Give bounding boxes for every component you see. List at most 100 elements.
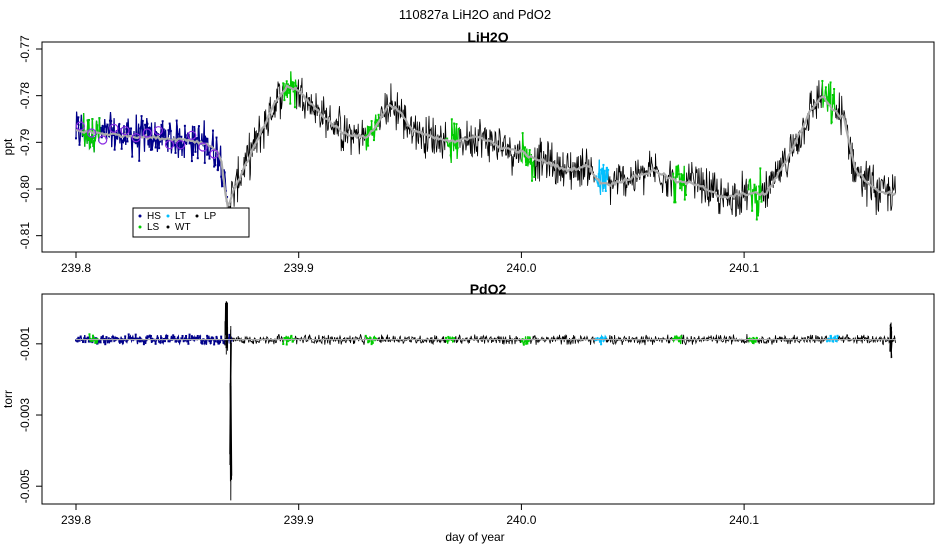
lih2o-mode-point [113, 148, 116, 151]
lih2o-mode-point [604, 190, 607, 193]
lih2o-mode-point [457, 127, 460, 130]
lih2o-mode-point [369, 126, 372, 129]
lih2o-mode-point [602, 163, 605, 166]
lih2o-circle-marker [131, 133, 141, 143]
lih2o-mode-point [183, 124, 186, 127]
lih2o-mode-point [153, 139, 156, 142]
lih2o-mode-point [104, 125, 107, 128]
lih2o-mode-point [125, 127, 128, 130]
pdo2-mode-point [598, 340, 601, 343]
panel-pdo2-plot-frame [41, 293, 935, 505]
lih2o-circle-marker [176, 140, 186, 150]
pdo2-mode-point [172, 334, 175, 337]
lih2o-mode-point [77, 116, 80, 119]
lih2o-mode-point [220, 175, 223, 178]
lih2o-x-tick-label: 240.0 [506, 261, 536, 275]
lih2o-mode-point [171, 144, 174, 147]
pdo2-mode-point [754, 340, 757, 343]
lih2o-mode-point [194, 150, 197, 153]
pdo2-mode-point [672, 337, 675, 340]
pdo2-mode-point [166, 334, 169, 337]
lih2o-mode-point [167, 129, 170, 132]
lih2o-mode-point [82, 133, 85, 136]
pdo2-mode-point [196, 334, 199, 337]
pdo2-mode-point [602, 339, 605, 342]
lih2o-mode-point [158, 147, 161, 150]
pdo2-mode-point [178, 340, 181, 343]
pdo2-mode-point [680, 335, 683, 338]
lih2o-mode-point [531, 179, 534, 182]
lih2o-mode-point [523, 146, 526, 149]
pdo2-mode-point [372, 336, 375, 339]
lih2o-mode-point [684, 193, 687, 196]
lih2o-mode-point [223, 171, 226, 174]
pdo2-mode-point [199, 335, 202, 338]
pdo2-mode-point [834, 335, 837, 338]
pdo2-mode-point [110, 339, 113, 342]
pdo2-mode-point [98, 339, 101, 342]
pdo2-mode-point [210, 336, 213, 339]
pdo2-mode-point [522, 343, 525, 346]
lih2o-mode-point [208, 157, 211, 160]
lih2o-circle-marker [120, 126, 130, 136]
lih2o-mode-point [284, 91, 287, 94]
lih2o-mode-point [455, 123, 458, 126]
panel-pdo2: PdO2 -0.001-0.003-0.005 239.8 239.9 240.0 2… [1, 281, 935, 527]
lih2o-mode-point [759, 167, 762, 170]
lih2o-mode-point [597, 173, 600, 176]
lih2o-mode-point [149, 148, 152, 151]
pdo2-mode-point [112, 336, 115, 339]
pdo2-mode-point [213, 343, 216, 346]
lih2o-mode-point [130, 127, 133, 130]
panel-lih2o-x-axis: 239.8 239.9 240.0 240.1 [61, 252, 759, 275]
lih2o-mode-point [598, 185, 601, 188]
pdo2-mode-point [222, 341, 225, 344]
pdo2-mode-point [153, 339, 156, 342]
pdo2-mode-point [151, 337, 154, 340]
lih2o-mode-point [821, 79, 824, 82]
pdo2-mode-point [371, 341, 374, 344]
lih2o-circle-marker [109, 123, 119, 133]
pdo2-mode-point [282, 343, 285, 346]
pdo2-mode-point [84, 341, 87, 344]
pdo2-mode-point [147, 335, 150, 338]
lih2o-mode-point [165, 143, 168, 146]
lih2o-mode-point [79, 123, 82, 126]
panel-pdo2-y-axis: -0.001 -0.003 -0.005 [18, 326, 42, 503]
lih2o-circle-marker [75, 121, 86, 131]
pdo2-mode-point [528, 336, 531, 339]
pdo2-mode-point [526, 342, 529, 345]
pdo2-mode-point [217, 339, 220, 342]
lih2o-mode-point [101, 125, 104, 128]
lih2o-circle-marker [209, 149, 219, 159]
lih2o-mode-point [181, 144, 184, 147]
pdo2-mode-point [146, 335, 149, 338]
pdo2-mode-point [206, 334, 209, 337]
pdo2-mode-point [448, 337, 451, 340]
pdo2-mode-point [604, 336, 607, 339]
lih2o-mode-point [675, 165, 678, 168]
pdo2-mode-point [135, 337, 138, 340]
pdo2-mode-point [195, 336, 198, 339]
lih2o-mode-point [527, 161, 530, 164]
lih2o-mode-point [192, 153, 195, 156]
legend-box [132, 207, 250, 238]
lih2o-mode-point [368, 130, 371, 133]
pdo2-mode-point [106, 341, 109, 344]
lih2o-mode-point [533, 175, 536, 178]
pdo2-mode-point [79, 335, 82, 338]
lih2o-mode-point [286, 83, 289, 86]
pdo2-mode-point [77, 336, 80, 339]
pdo2-mode-point [160, 337, 163, 340]
pdo2-mode-point [171, 336, 174, 339]
lih2o-mode-point [78, 143, 81, 146]
legend-marker-lp [195, 214, 199, 218]
lih2o-smooth-series [75, 84, 897, 209]
lih2o-mode-point [755, 218, 758, 221]
pdo2-mode-point [131, 336, 134, 339]
pdo2-mode-point [113, 337, 116, 340]
lih2o-mode-point [124, 135, 127, 138]
lih2o-mode-point [596, 181, 599, 184]
lih2o-mode-segment [365, 114, 380, 151]
